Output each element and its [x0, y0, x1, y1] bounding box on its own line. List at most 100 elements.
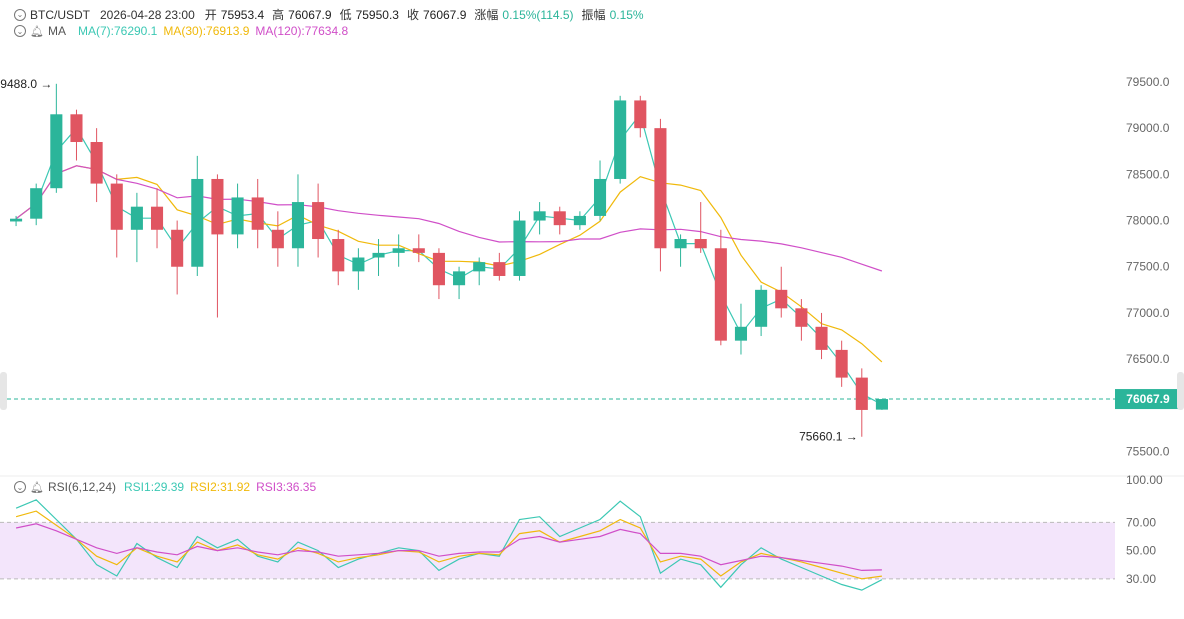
- rsi-3-line: [15, 523, 882, 572]
- ma-legend: ⌄ 🔔︎ MA MA(7):76290.1 MA(30):76913.9 MA(…: [14, 24, 352, 38]
- rsi3-value: RSI3:36.35: [256, 480, 317, 494]
- rsi-1-line: [15, 499, 883, 591]
- candle-body: [473, 262, 486, 272]
- collapse-chevron-icon[interactable]: ⌄: [14, 481, 26, 493]
- rsi2-value: RSI2:31.92: [190, 480, 251, 494]
- candle-body: [533, 211, 546, 221]
- candle-body: [412, 248, 425, 253]
- change-label: 涨幅: [474, 8, 499, 22]
- candle-body: [271, 229, 284, 249]
- candle-body: [634, 100, 647, 129]
- rsi-tick-label: 50.00: [1126, 544, 1156, 558]
- candle-body: [815, 326, 828, 350]
- ma120-line: [15, 165, 883, 272]
- candle-body: [352, 257, 365, 272]
- symbol-label: BTC/USDT: [30, 7, 90, 22]
- candle-body: [191, 178, 204, 267]
- rsi-tick-label: 30.00: [1126, 572, 1156, 586]
- candle-body: [211, 178, 224, 235]
- candle-body: [755, 289, 768, 327]
- candle-body: [392, 248, 405, 253]
- candle-body: [110, 183, 123, 230]
- rsi-2-line: [15, 510, 882, 580]
- bell-icon[interactable]: 🔔︎: [30, 25, 44, 38]
- low-label: 低: [339, 8, 352, 22]
- candle-body: [614, 100, 627, 179]
- price-tick-label: 79000.0: [1126, 121, 1170, 135]
- candle-body: [231, 197, 244, 235]
- open-label: 开: [204, 8, 217, 22]
- price-tick-label: 77000.0: [1126, 306, 1170, 320]
- high-value: 76067.9: [288, 7, 332, 22]
- rsi-name: RSI(6,12,24): [47, 480, 117, 494]
- candle-body: [513, 220, 526, 276]
- candle-body: [130, 206, 143, 230]
- ma30-line: [15, 165, 883, 363]
- price-tick-label: 78000.0: [1126, 214, 1170, 228]
- candle-body: [10, 218, 23, 222]
- candle-body: [150, 206, 164, 230]
- ma-name: MA: [47, 24, 66, 38]
- change-value: 0.15%(114.5): [502, 7, 574, 22]
- ohlc-info-bar: ⌄ BTC/USDT 2026-04-28 23:00 开 75953.4 高 …: [14, 6, 652, 23]
- rsi-legend: ⌄ 🔔︎ RSI(6,12,24) RSI1:29.39 RSI2:31.92 …: [14, 480, 320, 494]
- candle-body: [312, 202, 325, 240]
- ma120-value: MA(120):77634.8: [255, 24, 349, 38]
- high-price-annotation: 79488.0 →: [0, 77, 52, 91]
- scroll-left-handle[interactable]: [0, 372, 7, 410]
- price-tick-label: 76500.0: [1126, 352, 1170, 366]
- candle-body: [332, 239, 345, 272]
- candle-body: [593, 178, 607, 216]
- rsi-tick-label: 100.00: [1126, 473, 1163, 487]
- rsi-band: [0, 522, 1115, 579]
- collapse-chevron-icon[interactable]: ⌄: [14, 25, 26, 37]
- candle-body: [291, 202, 305, 249]
- bell-icon[interactable]: 🔔︎: [30, 481, 44, 494]
- scroll-right-handle[interactable]: [1177, 372, 1184, 410]
- high-label: 高: [272, 8, 285, 22]
- price-tick-label: 78500.0: [1126, 167, 1170, 181]
- candle-body: [50, 114, 63, 189]
- candle-body: [694, 239, 707, 249]
- candle-body: [875, 399, 888, 410]
- open-value: 75953.4: [220, 7, 265, 22]
- candle-body: [714, 248, 727, 341]
- price-tick-label: 75500.0: [1126, 445, 1170, 459]
- candle-body: [90, 142, 103, 184]
- candle-body: [573, 215, 586, 226]
- candle-body: [654, 128, 667, 249]
- candle-body: [171, 229, 184, 267]
- candle-body: [855, 377, 868, 410]
- low-value: 75950.3: [355, 7, 399, 22]
- candle-body: [453, 271, 466, 286]
- ma30-value: MA(30):76913.9: [163, 24, 250, 38]
- candle-body: [432, 252, 445, 286]
- candle-body: [734, 326, 748, 341]
- candle-body: [553, 211, 566, 226]
- candle-body: [30, 188, 43, 219]
- candle-body: [251, 197, 264, 230]
- amplitude-value: 0.15%: [609, 7, 644, 22]
- rsi-tick-label: 70.00: [1126, 515, 1156, 529]
- price-tick-label: 79500.0: [1126, 75, 1170, 89]
- candle-body: [674, 239, 687, 249]
- datetime-label: 2026-04-28 23:00: [100, 7, 195, 22]
- candle-body: [493, 262, 506, 276]
- rsi1-value: RSI1:29.39: [124, 480, 185, 494]
- price-tick-label: 77500.0: [1126, 260, 1170, 274]
- collapse-chevron-icon[interactable]: ⌄: [14, 8, 26, 21]
- candle-body: [775, 289, 788, 309]
- close-value: 76067.9: [422, 7, 467, 22]
- amplitude-label: 振幅: [581, 8, 606, 22]
- close-label: 收: [406, 8, 419, 22]
- last-price-tag: [1115, 389, 1181, 410]
- last-price-label: 76067.9: [1126, 392, 1170, 406]
- candle-body: [835, 349, 848, 378]
- ma7-value: MA(7):76290.1: [77, 24, 158, 38]
- candle-body: [372, 252, 385, 258]
- candle-body: [70, 114, 83, 143]
- low-price-annotation: 75660.1 →: [799, 430, 858, 444]
- candle-body: [795, 308, 808, 327]
